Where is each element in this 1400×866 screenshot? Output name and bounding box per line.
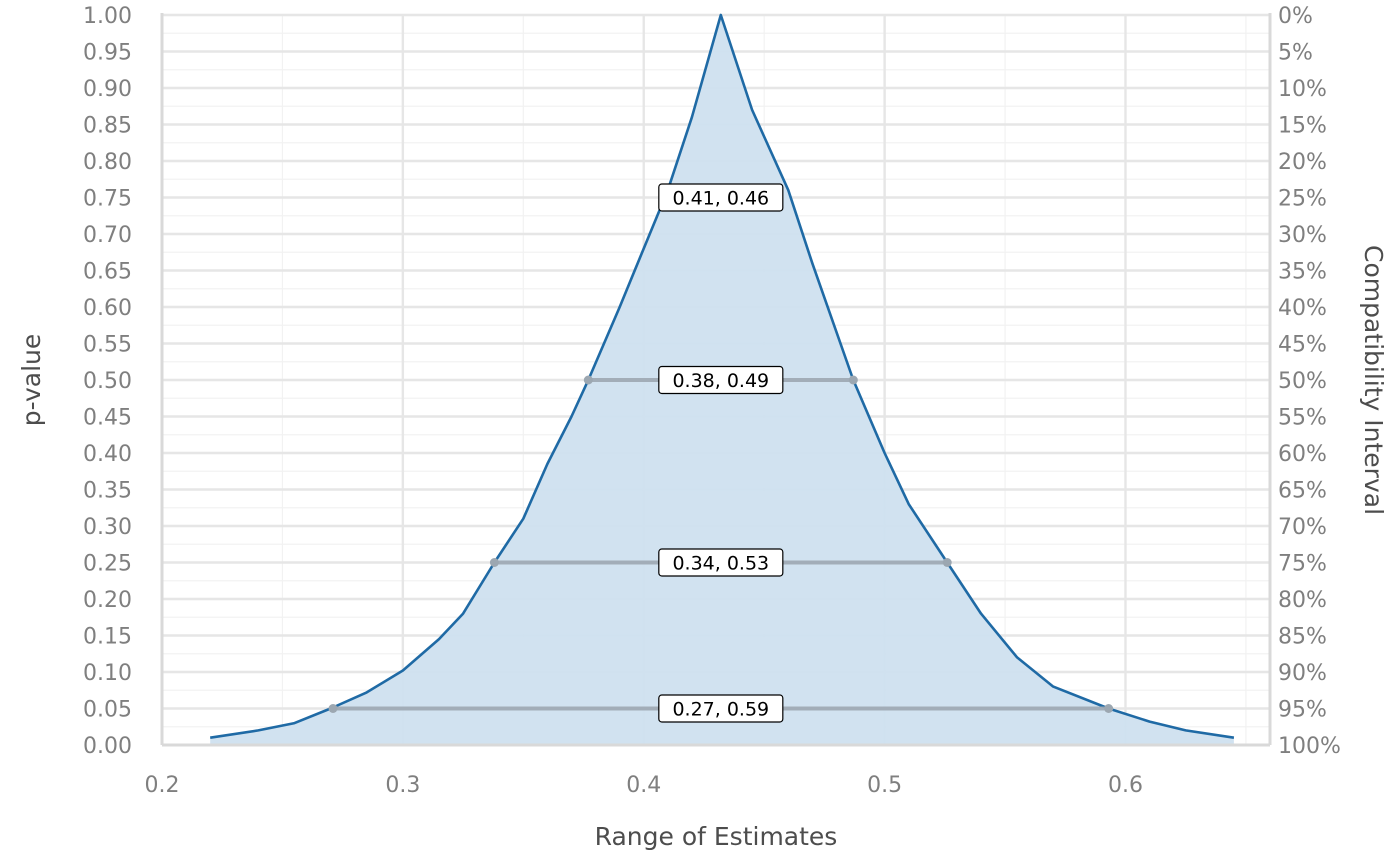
y2-tick-label: 80% [1278, 588, 1327, 613]
x-tick-label: 0.4 [626, 773, 661, 798]
x-tick-label: 0.6 [1108, 773, 1143, 798]
y2-tick-label: 70% [1278, 515, 1327, 540]
y2-tick-label: 65% [1278, 479, 1327, 504]
y-tick-label: 1.00 [83, 4, 132, 29]
y-tick-label: 0.55 [83, 333, 132, 358]
y2-tick-label: 75% [1278, 552, 1327, 577]
x-axis-title: Range of Estimates [595, 822, 838, 851]
interval-label-box [658, 183, 784, 212]
y2-tick-label: 40% [1278, 296, 1327, 321]
y-tick-label: 0.30 [83, 515, 132, 540]
y-tick-label: 0.25 [83, 552, 132, 577]
interval-label: 0.41, 0.46 [658, 183, 784, 212]
y-axis-title: p-value [17, 334, 46, 427]
y2-tick-label: 0% [1278, 4, 1313, 29]
interval-label-box [658, 694, 784, 723]
y-tick-label: 0.90 [83, 77, 132, 102]
interval-label-text: 0.27, 0.59 [672, 699, 769, 721]
interval-label-text: 0.34, 0.53 [672, 553, 769, 575]
interval-labels: 0.41, 0.46 0.38, 0.49 0.34, 0.53 0.27, 0.59 [658, 183, 784, 723]
x-tick-label: 0.5 [867, 773, 902, 798]
y-tick-label: 0.85 [83, 114, 132, 139]
y2-axis-title: Compatibility Interval [1359, 245, 1388, 515]
interval-label-text: 0.38, 0.49 [672, 370, 769, 392]
interval-upper-point [942, 558, 952, 567]
y-tick-label: 0.45 [83, 406, 132, 431]
y-tick-label: 0.95 [83, 41, 132, 66]
y-tick-label: 0.00 [83, 734, 132, 759]
interval-upper-point [848, 375, 858, 385]
y-tick-label: 0.40 [83, 442, 132, 467]
interval-lower-point [583, 375, 593, 385]
y2-tick-label: 15% [1278, 114, 1327, 139]
interval-lower-point [328, 704, 338, 713]
interval-label-box [658, 365, 784, 395]
interval-label: 0.38, 0.49 [658, 365, 784, 395]
y2-tick-label: 45% [1278, 333, 1327, 358]
y-tick-label: 0.70 [83, 223, 132, 248]
y2-tick-label: 25% [1278, 187, 1327, 212]
y2-tick-label: 90% [1278, 661, 1327, 686]
y2-tick-label: 50% [1278, 369, 1327, 394]
y2-tick-label: 10% [1278, 77, 1327, 102]
interval-upper-point [1104, 704, 1114, 713]
y-tick-label: 0.05 [83, 698, 132, 723]
y-tick-label: 0.15 [83, 625, 132, 650]
y2-tick-label: 35% [1278, 260, 1327, 285]
y2-tick-label: 95% [1278, 698, 1327, 723]
interval-label: 0.27, 0.59 [658, 694, 784, 723]
y2-tick-label: 30% [1278, 223, 1327, 248]
y-tick-label: 0.35 [83, 479, 132, 504]
axes: 1.00 0% 0.95 5% 0.90 10% 0.85 15% 0.80 20% 0.75 25%… [83, 4, 1341, 798]
y2-tick-label: 5% [1278, 41, 1313, 66]
y2-tick-label: 60% [1278, 442, 1327, 467]
x-tick-label: 0.3 [385, 773, 420, 798]
y-tick-label: 0.60 [83, 296, 132, 321]
curve-line [210, 13, 1235, 739]
y2-tick-label: 55% [1278, 406, 1327, 431]
y-tick-label: 0.75 [83, 187, 132, 212]
y2-tick-label: 85% [1278, 625, 1327, 650]
interval-label: 0.34, 0.53 [658, 548, 784, 577]
y-tick-label: 0.10 [83, 661, 132, 686]
interval-label-box [658, 548, 784, 577]
y-tick-label: 0.65 [83, 260, 132, 285]
y-tick-label: 0.20 [83, 588, 132, 613]
y-tick-label: 0.80 [83, 150, 132, 175]
y-tick-label: 0.50 [83, 369, 132, 394]
interval-lower-point [489, 558, 499, 567]
y2-tick-label: 100% [1278, 734, 1341, 759]
y2-tick-label: 20% [1278, 150, 1327, 175]
x-tick-label: 0.2 [145, 773, 180, 798]
interval-label-text: 0.41, 0.46 [672, 188, 769, 210]
